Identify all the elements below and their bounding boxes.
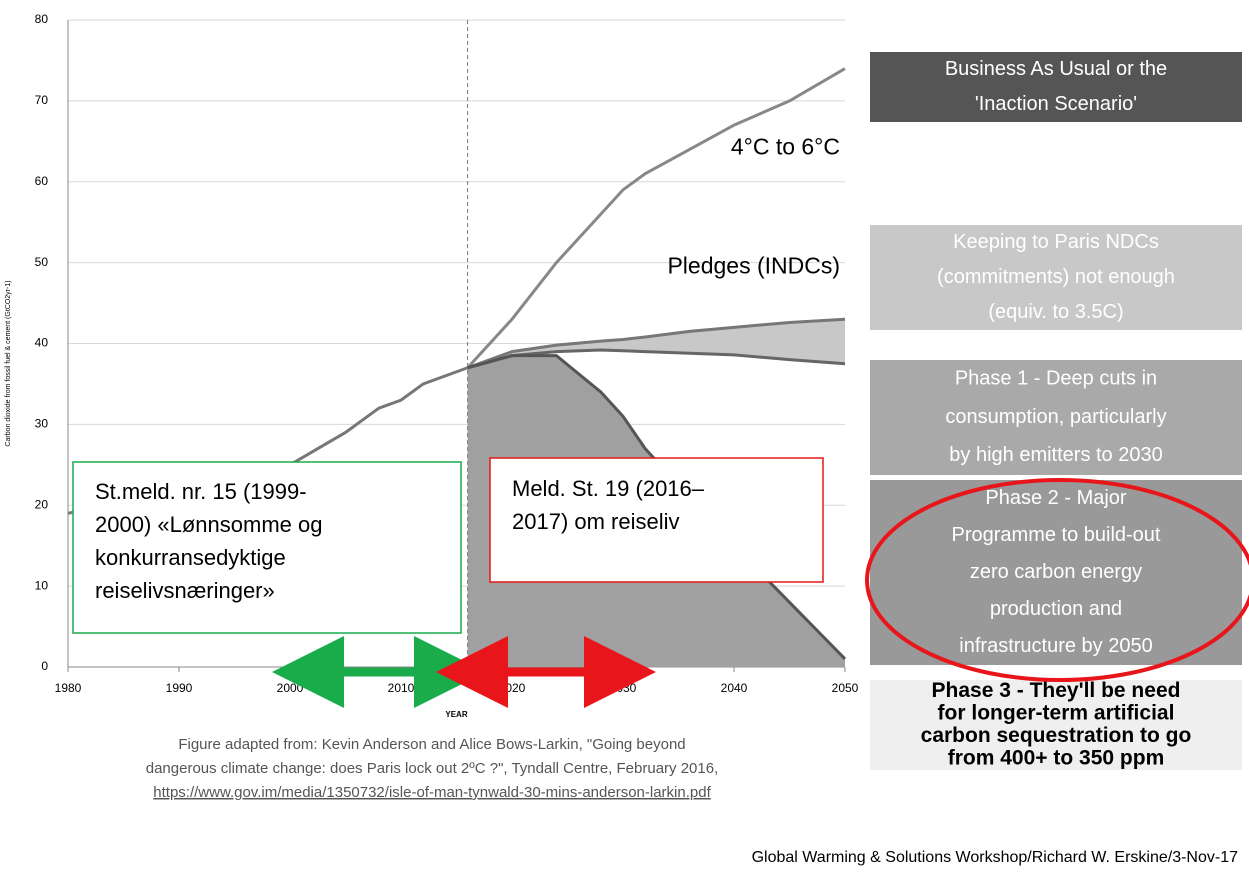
series-label: 4°C to 6°C bbox=[731, 134, 840, 160]
box-text: by high emitters to 2030 bbox=[949, 444, 1162, 466]
y-tick-label: 70 bbox=[35, 93, 49, 107]
box-text: carbon sequestration to go bbox=[921, 724, 1192, 747]
box-text: Programme to build-out bbox=[952, 524, 1161, 546]
note-text: konkurransedyktige bbox=[95, 545, 286, 570]
scenario-box bbox=[870, 225, 1242, 330]
box-text: (equiv. to 3.5C) bbox=[988, 301, 1123, 323]
note-text: 2017) om reiseliv bbox=[512, 509, 680, 534]
caption-text: Figure adapted from: Kevin Anderson and … bbox=[178, 736, 685, 753]
y-axis-label: Carbon dioxide from fossil fuel & cement… bbox=[5, 280, 12, 446]
note-text: 2000) «Lønnsomme og bbox=[95, 512, 322, 537]
box-text: (commitments) not enough bbox=[937, 266, 1175, 288]
x-tick-label: 2000 bbox=[277, 681, 304, 695]
y-tick-label: 20 bbox=[35, 497, 49, 511]
box-text: for longer-term artificial bbox=[938, 701, 1175, 724]
scenario-box bbox=[870, 360, 1242, 475]
box-text: Phase 2 - Major bbox=[985, 487, 1127, 509]
box-text: infrastructure by 2050 bbox=[959, 635, 1152, 657]
box-text: production and bbox=[990, 598, 1122, 620]
x-tick-label: 2040 bbox=[721, 681, 748, 695]
x-tick-label: 1990 bbox=[166, 681, 193, 695]
highlight-ellipse bbox=[865, 478, 1249, 682]
box-text: Phase 1 - Deep cuts in bbox=[955, 367, 1157, 389]
note-text: reiselivsnæringer» bbox=[95, 578, 275, 603]
y-tick-label: 10 bbox=[35, 578, 49, 592]
scenario-box bbox=[870, 680, 1242, 770]
x-tick-label: 2030 bbox=[610, 681, 637, 695]
line-series bbox=[466, 67, 846, 369]
x-tick-label: 2050 bbox=[832, 681, 859, 695]
x-tick-label: 2020 bbox=[499, 681, 526, 695]
y-tick-label: 30 bbox=[35, 417, 49, 431]
footer: Global Warming & Solutions Workshop/Rich… bbox=[752, 849, 1239, 866]
x-tick-label: 2010 bbox=[388, 681, 415, 695]
note-text: St.meld. nr. 15 (1999- bbox=[95, 479, 307, 504]
x-tick-label: 1980 bbox=[55, 681, 82, 695]
line-series bbox=[467, 317, 846, 370]
box-text: consumption, particularly bbox=[945, 406, 1166, 428]
y-tick-label: 60 bbox=[35, 174, 49, 188]
y-tick-label: 0 bbox=[41, 659, 48, 673]
box-text: from 400+ to 350 ppm bbox=[948, 746, 1165, 769]
y-tick-label: 80 bbox=[35, 12, 49, 26]
green-box bbox=[72, 461, 462, 634]
series-label: Pledges (INDCs) bbox=[667, 252, 840, 278]
x-axis-label: YEAR bbox=[445, 710, 467, 719]
box-text: zero carbon energy bbox=[970, 561, 1142, 583]
scenario-box bbox=[870, 480, 1242, 665]
red-box bbox=[489, 457, 824, 583]
y-tick-label: 40 bbox=[35, 336, 49, 350]
note-text: Meld. St. 19 (2016– bbox=[512, 476, 705, 501]
line-series bbox=[467, 348, 846, 370]
box-text: Business As Usual or the bbox=[945, 58, 1167, 80]
box-text: 'Inaction Scenario' bbox=[975, 93, 1137, 115]
box-text: Phase 3 - They'll be need bbox=[932, 679, 1181, 702]
caption-text: https://www.gov.im/media/1350732/isle-of… bbox=[153, 784, 711, 801]
box-text: Keeping to Paris NDCs bbox=[953, 231, 1159, 253]
caption-text: dangerous climate change: does Paris loc… bbox=[146, 760, 719, 777]
y-tick-label: 50 bbox=[35, 255, 49, 269]
scenario-box bbox=[870, 52, 1242, 122]
